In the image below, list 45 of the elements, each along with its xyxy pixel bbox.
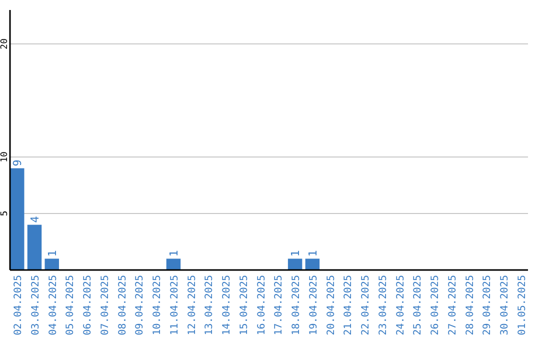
bar xyxy=(10,168,24,270)
data-label: 1 xyxy=(289,250,302,257)
y-tick-label: 10 xyxy=(0,152,10,162)
x-tick-label: 13.04.2025 xyxy=(204,275,216,336)
x-tick-label: 11.04.2025 xyxy=(169,275,180,336)
x-tick-label: 18.04.2025 xyxy=(291,275,302,336)
bar xyxy=(305,258,320,270)
data-label: 4 xyxy=(28,216,42,223)
x-tick-label: 12.04.2025 xyxy=(186,275,198,336)
x-tick-label: 09.04.2025 xyxy=(134,275,146,336)
x-tick-label: 16.04.2025 xyxy=(256,275,268,336)
x-tick-label: 02.04.2025 xyxy=(13,275,24,336)
x-tick-label: 26.04.2025 xyxy=(430,275,442,336)
x-tick-label: 23.04.2025 xyxy=(378,275,389,336)
x-tick-label: 21.04.2025 xyxy=(343,275,354,336)
x-tick-label: 04.04.2025 xyxy=(48,275,59,336)
x-tick-label: 08.04.2025 xyxy=(117,275,128,336)
x-tick-label: 25.04.2025 xyxy=(412,275,424,336)
data-label: 1 xyxy=(306,250,320,257)
x-tick-label: 05.04.2025 xyxy=(65,275,76,336)
data-label: 9 xyxy=(11,160,24,166)
x-tick-label: 29.04.2025 xyxy=(482,275,494,336)
x-tick-label: 19.04.2025 xyxy=(308,275,320,336)
x-tick-label: 06.04.2025 xyxy=(82,275,94,336)
x-tick-label: 15.04.2025 xyxy=(238,275,250,336)
x-tick-label: 30.04.2025 xyxy=(500,275,511,336)
bar xyxy=(288,258,302,270)
data-label: 1 xyxy=(46,250,59,257)
x-tick-label: 20.04.2025 xyxy=(326,275,337,336)
x-tick-label: 03.04.2025 xyxy=(30,275,42,336)
x-tick-label: 24.04.2025 xyxy=(395,275,406,336)
x-tick-label: 14.04.2025 xyxy=(222,275,233,336)
x-tick-label: 28.04.2025 xyxy=(464,275,476,336)
x-tick-label: 22.04.2025 xyxy=(360,275,372,336)
x-tick-label: 01.05.2025 xyxy=(516,275,528,336)
bar xyxy=(27,224,42,270)
bar xyxy=(44,258,59,270)
x-tick-label: 17.04.2025 xyxy=(274,275,285,336)
bar xyxy=(166,258,181,270)
x-tick-label: 27.04.2025 xyxy=(447,275,458,336)
x-tick-label: 10.04.2025 xyxy=(152,275,164,336)
y-tick-label: 5 xyxy=(0,210,10,216)
data-label: 1 xyxy=(167,250,180,257)
y-tick-label: 20 xyxy=(0,38,10,50)
x-tick-label: 07.04.2025 xyxy=(100,275,111,336)
